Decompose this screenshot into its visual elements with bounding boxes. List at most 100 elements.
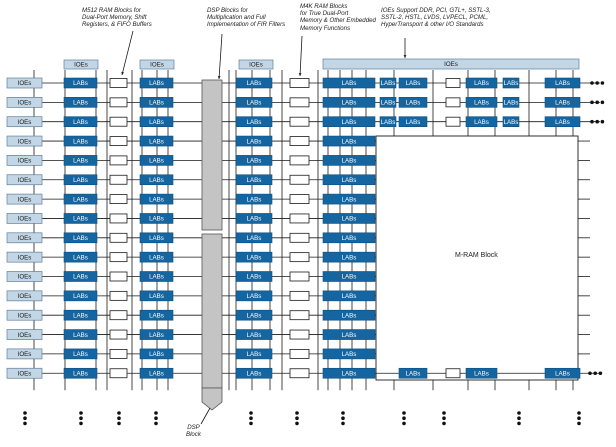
lab-label: LABs	[247, 196, 262, 203]
m4k-ram-block	[289, 348, 310, 359]
lab-block	[63, 97, 98, 108]
m512-ram-block	[445, 116, 461, 127]
lab-block	[63, 135, 98, 147]
lab-label: LABs	[342, 312, 357, 319]
top-ioe-block	[238, 59, 274, 70]
m512-ram-block	[109, 271, 128, 282]
lab-label: LABs	[149, 332, 164, 339]
ioe-label: IOEs	[18, 293, 32, 300]
dots-icon	[590, 100, 594, 105]
lab-label: LABs	[73, 196, 88, 203]
lab-label: LABs	[73, 216, 88, 223]
lab-block	[139, 290, 174, 302]
m4k-callout-arrow-head	[298, 73, 302, 76]
left-ioe-block	[6, 232, 43, 244]
lab-block	[139, 329, 174, 340]
left-ioe-block	[6, 329, 43, 340]
dots-icon	[341, 421, 345, 426]
m4k-ram-block	[289, 232, 310, 243]
lab-label: LABs	[474, 119, 489, 126]
lab-label: LABs	[73, 119, 88, 126]
lab-label: LABs	[474, 100, 489, 107]
lab-label: LABs	[342, 332, 357, 339]
dots-icon	[517, 416, 521, 421]
lab-block	[544, 367, 581, 379]
lab-block	[322, 135, 376, 147]
lab-label: LABs	[381, 100, 396, 107]
lab-block	[63, 348, 98, 360]
lab-block	[139, 348, 174, 360]
lab-block	[379, 97, 397, 108]
lab-block	[63, 77, 98, 89]
dots-icon	[23, 416, 27, 421]
m512-ram-block	[109, 348, 128, 359]
lab-label: LABs	[149, 138, 164, 145]
dots-icon	[117, 411, 121, 415]
ioe-label: IOEs	[18, 177, 32, 184]
lab-label: LABs	[149, 274, 164, 281]
m4k-ram-block	[289, 78, 310, 88]
lab-block	[235, 213, 273, 224]
dots-icon	[598, 371, 603, 376]
lab-block	[322, 348, 376, 360]
dots-icon	[154, 421, 158, 426]
m4k-ram-block	[289, 213, 310, 224]
lab-label: LABs	[149, 370, 164, 377]
lab-label: LABs	[73, 351, 88, 358]
lab-block	[502, 77, 520, 89]
dots-icon	[249, 421, 253, 426]
top-ioe-block	[322, 58, 580, 70]
lab-label: LABs	[381, 119, 396, 126]
lab-label: LABs	[406, 370, 421, 377]
lab-block	[63, 290, 98, 302]
ioe-label: IOEs	[249, 62, 263, 69]
lab-block	[322, 213, 376, 224]
m4k-ram-block	[289, 271, 310, 282]
lab-block	[139, 232, 174, 244]
m512-label-line-3: Registers, & FIFO Buffers	[82, 21, 152, 29]
lab-block	[322, 290, 376, 302]
lab-label: LABs	[504, 119, 519, 126]
lab-label: LABs	[149, 158, 164, 165]
lab-block	[63, 329, 98, 340]
dots-icon	[295, 421, 299, 426]
lab-label: LABs	[342, 100, 357, 107]
lab-label: LABs	[474, 370, 489, 377]
lab-label: LABs	[247, 177, 262, 184]
lab-block	[544, 97, 581, 108]
dots-icon	[442, 411, 446, 415]
lab-block	[379, 116, 397, 127]
lab-label: LABs	[342, 158, 357, 165]
dots-icon	[341, 416, 345, 421]
dsp-label-line-2: Multiplication and Full	[207, 14, 266, 22]
lab-block	[139, 77, 174, 89]
m4k-label-line-4: Memory Functions	[300, 24, 351, 32]
m512-label-line-1: M512 RAM Blocks for	[82, 7, 141, 14]
lab-block	[139, 116, 174, 127]
dsp-label-line-3: Implementation of FIR Filters	[207, 21, 286, 29]
lab-block	[322, 174, 376, 186]
dots-icon	[595, 119, 599, 124]
m4k-label-line-3: Memory & Other Embedded	[300, 17, 376, 25]
dots-icon	[249, 416, 253, 421]
lab-label: LABs	[342, 177, 357, 184]
lab-label: LABs	[342, 293, 357, 300]
lab-label: LABs	[247, 138, 262, 145]
lab-block	[139, 309, 174, 321]
ioe-support-callout-label: IOEs Support DDR, PCI, GTL+, SSTL-3, SST…	[381, 7, 491, 29]
lab-block	[544, 116, 581, 127]
dots-icon	[588, 371, 592, 376]
lab-block	[139, 97, 174, 108]
m4k-ram-block	[289, 194, 310, 205]
lab-label: LABs	[73, 370, 88, 377]
ioe-label: IOEs	[74, 62, 88, 69]
lab-label: LABs	[342, 274, 357, 281]
m512-ram-block	[445, 368, 461, 379]
ioe-support-label-line-3: HyperTransport & other I/O Standards	[381, 21, 484, 29]
m512-ram-block	[109, 97, 128, 108]
m-ram-block-label: M-RAM Block	[455, 252, 498, 259]
lab-label: LABs	[247, 274, 262, 281]
lab-label: LABs	[555, 80, 570, 87]
lab-block	[139, 135, 174, 147]
